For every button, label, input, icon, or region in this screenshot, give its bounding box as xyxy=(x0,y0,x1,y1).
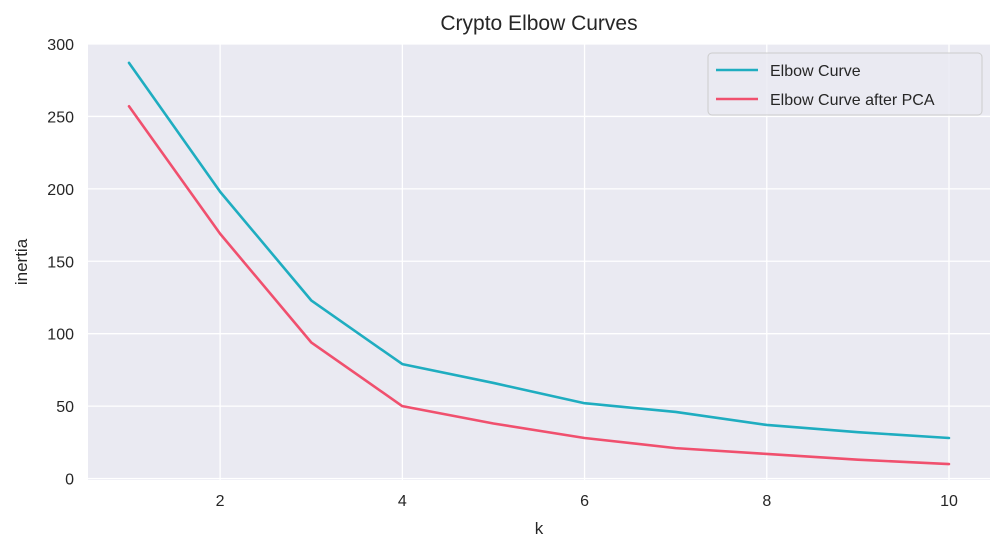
x-tick-label: 2 xyxy=(216,493,225,510)
legend-box xyxy=(707,52,983,116)
x-tick-label: 4 xyxy=(398,493,407,510)
y-tick-label: 0 xyxy=(65,472,74,489)
series-lines xyxy=(127,61,951,466)
series-line-0 xyxy=(127,61,951,440)
x-tick-label: 10 xyxy=(940,493,958,510)
x-axis-label: k xyxy=(535,519,544,538)
x-tick-label: 8 xyxy=(762,493,771,510)
grid-lines xyxy=(88,43,990,480)
x-tick-label: 6 xyxy=(580,493,589,510)
y-tick-label: 300 xyxy=(47,37,74,54)
series-line-1 xyxy=(127,104,951,466)
y-tick-label: 150 xyxy=(47,254,74,271)
y-tick-label: 250 xyxy=(47,109,74,126)
y-tick-label: 50 xyxy=(56,399,74,416)
legend-label-elbow-curve-after-pca: Elbow Curve after PCA xyxy=(770,92,935,109)
legend-label-elbow-curve: Elbow Curve xyxy=(770,63,861,80)
y-tick-label: 100 xyxy=(47,327,74,344)
y-axis-label: inertia xyxy=(12,238,31,285)
y-tick-label: 200 xyxy=(47,182,74,199)
legend: Elbow Curve Elbow Curve after PCA xyxy=(707,52,983,116)
chart-title: Crypto Elbow Curves xyxy=(440,12,637,35)
